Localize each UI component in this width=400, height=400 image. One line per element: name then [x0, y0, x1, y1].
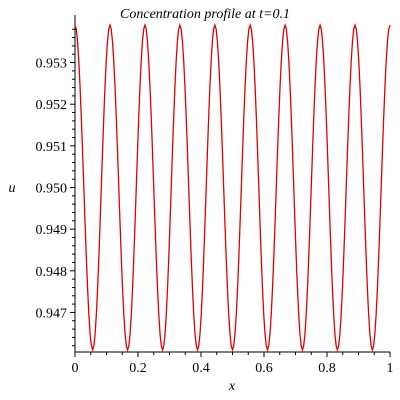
y-tick-label: 0.949 [36, 223, 68, 238]
x-tick-label: 0.4 [192, 361, 210, 376]
y-tick-label: 0.947 [36, 306, 68, 321]
x-tick-label: 0 [72, 361, 79, 376]
y-tick-label: 0.953 [36, 57, 68, 72]
y-axis-ticks: 0.947 0.948 0.949 0.950 0.951 0.952 0.953 [36, 28, 75, 347]
axes [74, 15, 390, 353]
x-tick-label: 0.6 [255, 361, 273, 376]
x-axis-ticks: 0 0.2 0.4 0.6 0.8 1 [72, 352, 394, 376]
x-tick-label: 0.2 [129, 361, 147, 376]
y-tick-label: 0.951 [36, 140, 68, 155]
x-axis-label: x [228, 379, 236, 394]
chart-title: Concentration profile at t=0.1 [120, 7, 290, 22]
x-tick-label: 1 [387, 361, 394, 376]
series-line-u [74, 22, 391, 353]
y-axis-label: u [9, 181, 16, 196]
x-tick-label: 0.8 [318, 361, 336, 376]
y-tick-label: 0.948 [36, 265, 68, 280]
y-tick-label: 0.950 [36, 182, 68, 197]
y-tick-label: 0.952 [36, 98, 68, 113]
